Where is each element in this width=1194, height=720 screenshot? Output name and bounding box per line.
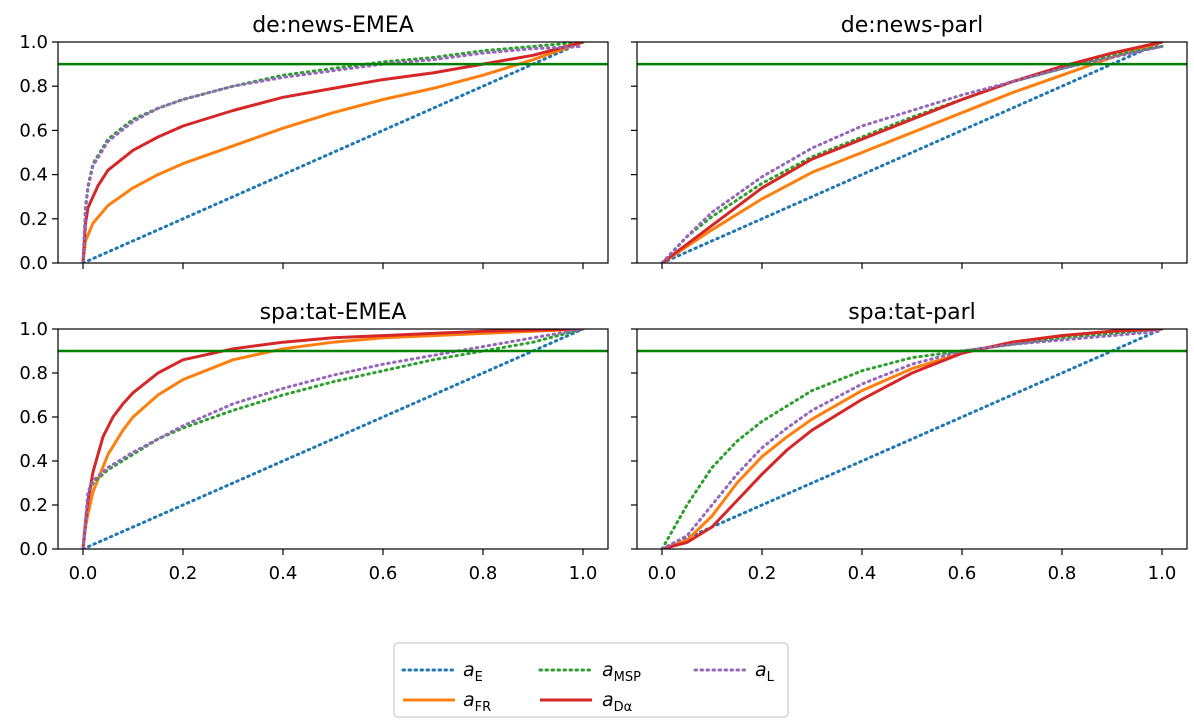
x-tick-label: 0.8 <box>469 563 498 584</box>
y-tick-label: 0.8 <box>19 363 48 384</box>
x-tick-label: 0.0 <box>648 563 677 584</box>
x-tick-label: 0.2 <box>169 563 198 584</box>
x-tick-label: 0.6 <box>948 563 977 584</box>
x-tick-label: 0.8 <box>1048 563 1077 584</box>
subplot-title: spa:tat-EMEA <box>260 300 407 325</box>
x-tick-label: 0.4 <box>269 563 298 584</box>
series-line-a-fr <box>81 329 584 549</box>
legend-subscript: MSP <box>614 670 641 685</box>
series-line-a-d <box>661 329 1163 549</box>
x-tick-label: 0.2 <box>748 563 777 584</box>
subplot-4: spa:tat-parl 0.0 0.2 0.4 0.6 0.8 1.0 <box>631 300 1188 584</box>
y-tick-label: 0.6 <box>19 120 48 141</box>
series-group <box>660 42 1164 263</box>
series-line-a-msp <box>81 329 585 549</box>
x-tick-label: 1.0 <box>1148 563 1177 584</box>
series-line-a-l <box>81 329 585 549</box>
y-tick-label: 0.0 <box>19 253 48 274</box>
subplot-title: spa:tat-parl <box>848 300 976 325</box>
legend-subscript: FR <box>475 700 492 715</box>
legend-subscript: Dα <box>614 700 633 715</box>
subplot-2: de:news-parl <box>631 13 1188 269</box>
plot-frame <box>636 41 1188 264</box>
series-line-a-d <box>81 42 584 263</box>
series-line-a-l <box>81 44 585 263</box>
x-tick-label: 0.6 <box>369 563 398 584</box>
legend-subscript: L <box>767 670 775 685</box>
y-tick-label: 0.6 <box>19 407 48 428</box>
series-line-a-msp <box>660 44 1164 263</box>
subplot-title: de:news-EMEA <box>252 13 414 38</box>
y-tick-label: 1.0 <box>19 32 48 53</box>
series-line-a-l <box>660 329 1164 549</box>
series-line-a-e <box>660 42 1164 263</box>
y-tick-label: 0.2 <box>19 209 48 230</box>
series-line-a-fr <box>81 42 584 263</box>
x-tick-label: 0.0 <box>69 563 98 584</box>
series-group <box>660 329 1164 549</box>
y-tick-label: 0.8 <box>19 76 48 97</box>
series-line-a-d <box>661 42 1163 263</box>
series-line-a-e <box>660 329 1164 549</box>
series-line-a-d <box>81 329 584 549</box>
y-tick-label: 0.2 <box>19 495 48 516</box>
series-line-a-msp <box>660 329 1164 549</box>
series-group <box>81 329 585 549</box>
series-line-a-e <box>81 329 585 549</box>
legend-box <box>393 642 789 718</box>
x-tick-label: 1.0 <box>569 563 598 584</box>
x-tick-label: 0.4 <box>848 563 877 584</box>
subplot-title: de:news-parl <box>841 13 983 38</box>
plot-frame <box>57 41 609 264</box>
y-tick-label: 1.0 <box>19 319 48 340</box>
series-line-a-e <box>81 42 585 263</box>
y-tick-label: 0.0 <box>19 539 48 560</box>
series-line-a-l <box>660 44 1164 263</box>
series-line-a-fr <box>661 42 1163 263</box>
y-tick-label: 0.4 <box>19 165 48 186</box>
plot-frame <box>57 328 609 550</box>
series-group <box>81 42 585 263</box>
legend-subscript: E <box>475 670 483 685</box>
y-tick-label: 0.4 <box>19 451 48 472</box>
plot-frame <box>636 328 1188 550</box>
subplot-3: spa:tat-EMEA 0.0 0.2 0.4 0.6 0.8 1.0 0.0 0.2 0.4 0… <box>19 300 609 584</box>
subplot-1: de:news-EMEA 0.0 0.2 0.4 0.6 0.8 1.0 <box>19 13 609 274</box>
